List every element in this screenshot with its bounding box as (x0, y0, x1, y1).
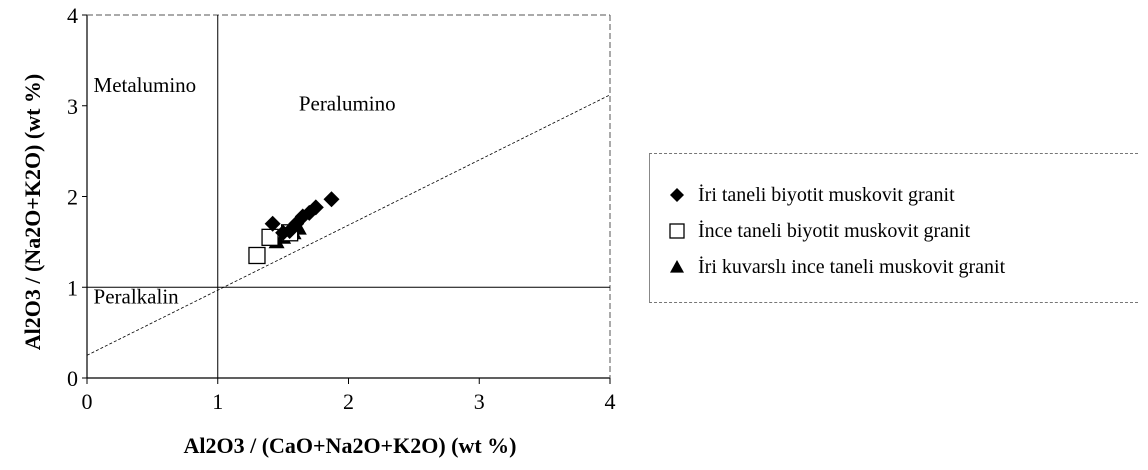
legend: İri taneli biyotit muskovit granit İnce t… (649, 153, 1138, 303)
y-axis-label: Al2O3 / (Na2O+K2O) (wt %) (20, 74, 45, 351)
y-tick-label: 2 (67, 185, 78, 210)
reference-lines (86, 15, 611, 378)
legend-label: İnce taneli biyotit muskovit granit (698, 219, 971, 242)
legend-item: İnce taneli biyotit muskovit granit (664, 216, 970, 246)
y-tick-label: 4 (67, 3, 78, 28)
y-tick-label: 3 (67, 94, 78, 119)
region-label: Peralumino (299, 91, 396, 115)
x-tick-label: 4 (605, 389, 616, 414)
legend-label: İri kuvarslı ince taneli muskovit granit (698, 255, 1006, 278)
legend-item: İri taneli biyotit muskovit granit (664, 180, 955, 210)
diamond-point (264, 215, 281, 232)
x-axis-label: Al2O3 / (CaO+Na2O+K2O) (wt %) (183, 433, 516, 458)
data-points (248, 191, 340, 265)
diamond-marker-icon (670, 188, 684, 202)
y-tick-label: 0 (67, 366, 78, 391)
diamond-point (323, 191, 340, 208)
region-labels: Metalumino Peralumino Peralkalin (94, 73, 396, 308)
square-point (261, 228, 279, 246)
x-tick-label: 2 (343, 389, 354, 414)
square-marker-icon (669, 223, 685, 239)
region-label: Metalumino (94, 73, 197, 97)
diamond-marker (670, 188, 684, 202)
triangle-marker (670, 260, 684, 273)
legend-item: İri kuvarslı ince taneli muskovit granit (664, 252, 1005, 282)
x-tick-label: 1 (212, 389, 223, 414)
triangle-marker-icon (670, 260, 684, 273)
region-label: Peralkalin (94, 285, 180, 309)
axis-ticks: 0 1 2 3 4 0 1 2 3 4 (67, 3, 616, 414)
diamond-point (307, 199, 324, 216)
square-point (248, 246, 266, 265)
square-marker (669, 223, 685, 239)
x-tick-label: 3 (474, 389, 485, 414)
legend-label: İri taneli biyotit muskovit granit (698, 183, 955, 206)
x-tick-label: 0 (82, 389, 93, 414)
plot-frame (86, 14, 611, 379)
chart: 0 1 2 3 4 0 1 2 3 4 Metalumino Peralumino Peralkali… (20, 3, 616, 458)
reference-line (86, 94, 611, 356)
y-tick-label: 1 (67, 275, 78, 300)
